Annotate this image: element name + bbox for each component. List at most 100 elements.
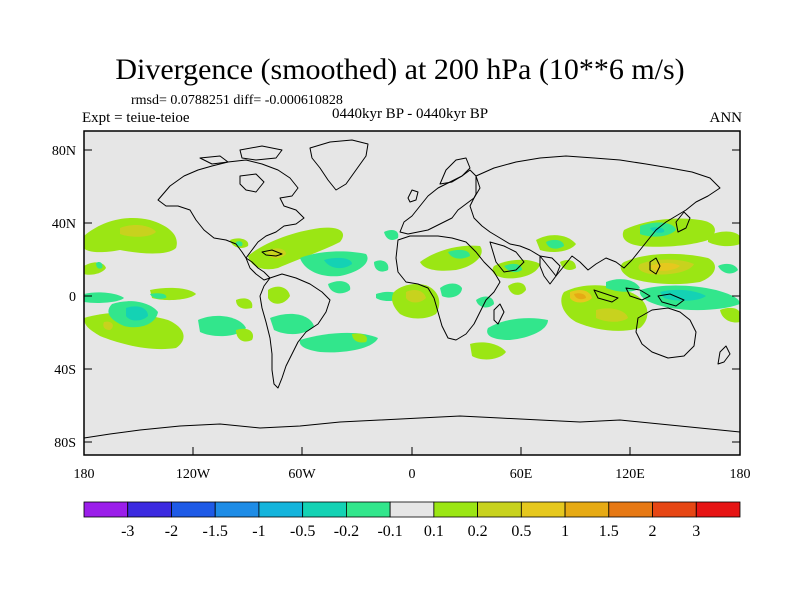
lon-label-120e: 120E: [615, 467, 645, 482]
anomaly-region: [236, 241, 243, 247]
lon-label-60e: 60E: [510, 467, 533, 482]
colorbar-swatch: [695, 501, 741, 518]
anomaly-region: [150, 293, 167, 299]
lon-label-0: 0: [409, 467, 416, 482]
australia-outline: [635, 307, 697, 359]
colorbar-label: 0.5: [511, 523, 531, 540]
anomaly-region: [718, 263, 738, 274]
greenland-outline: [309, 139, 369, 191]
experiment-label: Expt = teiue-teioe: [82, 110, 190, 126]
anomaly-region: [560, 260, 576, 270]
anomaly-region: [660, 289, 706, 301]
colorbar-swatch: [258, 501, 304, 518]
anomaly-region: [508, 282, 526, 295]
anomaly-region: [328, 281, 351, 294]
colorbar: -3 -2 -1.5 -1 -0.5 -0.2 -0.1 0.1 0.2 0.5 1 1.5 2 3: [83, 501, 741, 540]
colorbar-label: -1.5: [203, 523, 228, 540]
africa-outline: [395, 235, 501, 341]
colorbar-swatch: [389, 501, 435, 518]
anomaly-region: [448, 249, 470, 259]
anomaly-region: [487, 318, 548, 340]
divergence-field: [84, 217, 740, 360]
anomaly-region: [268, 286, 290, 304]
lat-label-80s: 80S: [54, 436, 76, 451]
period-label: 0440kyr BP - 0440kyr BP: [331, 106, 489, 122]
anomaly-region: [198, 315, 246, 337]
lat-label-40n: 40N: [52, 217, 76, 232]
colorbar-label: 1.5: [599, 523, 619, 540]
colorbar-label: 0.1: [424, 523, 444, 540]
colorbar-swatch: [302, 501, 347, 518]
colorbar-label: -0.5: [290, 523, 315, 540]
colorbar-swatch: [652, 501, 697, 518]
europe-outline: [399, 169, 481, 235]
antarctica-outline: [84, 415, 740, 439]
japan-outline: [675, 211, 691, 233]
colorbar-swatch: [214, 501, 260, 518]
scandinavia-outline: [439, 157, 471, 185]
anomaly-region: [504, 263, 522, 273]
colorbar-swatch: [477, 501, 522, 518]
anomaly-region: [270, 313, 314, 335]
colorbar-label: -3: [121, 523, 134, 540]
rmsd-diff-stats: rmsd= 0.0788251 diff= -0.000610828: [131, 93, 343, 108]
plot-title: Divergence (smoothed) at 200 hPa (10**6 …: [115, 53, 685, 86]
lat-label-0: 0: [69, 290, 76, 305]
colorbar-label: -2: [165, 523, 178, 540]
colorbar-swatch: [564, 501, 610, 518]
hudson-bay-outline: [239, 173, 265, 193]
colorbar-swatch: [345, 501, 391, 518]
anomaly-region: [384, 230, 399, 240]
colorbar-label: -0.2: [334, 523, 359, 540]
colorbar-label: 0.2: [468, 523, 488, 540]
colorbar-swatch: [83, 501, 129, 518]
colorbar-swatch: [433, 501, 478, 518]
colorbar-swatch: [520, 501, 566, 518]
anomaly-region: [406, 290, 426, 303]
lon-label-60w: 60W: [288, 467, 316, 482]
anomaly-region: [103, 321, 113, 330]
anomaly-region: [126, 306, 148, 321]
anomaly-region: [96, 261, 103, 269]
anomaly-region: [546, 239, 564, 249]
arctic-islands-outline: [199, 145, 283, 165]
lat-tick-marks: [84, 149, 740, 443]
anomaly-region: [650, 263, 680, 271]
colorbar-swatch: [608, 501, 653, 518]
asia-outline: [469, 155, 721, 277]
india-outline: [539, 255, 561, 285]
colorbar-swatch: [127, 501, 172, 518]
lon-label-120w: 120W: [176, 467, 211, 482]
anomaly-region: [650, 227, 665, 233]
lat-label-80n: 80N: [52, 144, 76, 159]
lon-label-180e: 180: [730, 467, 751, 482]
uk-outline: [407, 189, 419, 203]
anomaly-region: [120, 225, 156, 237]
lat-label-40s: 40S: [54, 363, 76, 378]
anomaly-region: [596, 308, 628, 322]
madagascar-outline: [493, 303, 505, 325]
anomaly-region: [248, 227, 344, 270]
anomaly-region: [84, 292, 124, 303]
colorbar-label: 1: [561, 523, 569, 540]
anomaly-region: [324, 257, 352, 269]
arabia-outline: [489, 241, 525, 273]
colorbar-label: -0.1: [377, 523, 402, 540]
anomaly-region: [720, 307, 740, 323]
colorbar-swatch: [171, 501, 216, 518]
coastlines: [84, 139, 740, 439]
colorbar-label: 3: [692, 523, 700, 540]
south-america-outline: [259, 273, 331, 389]
anomaly-region: [374, 260, 389, 272]
colorbar-label: -1: [252, 523, 265, 540]
anomaly-region: [236, 328, 254, 342]
anomaly-region: [708, 231, 740, 247]
anomaly-region: [440, 283, 462, 298]
cuba-outline: [261, 249, 283, 257]
new-zealand-outline: [717, 345, 731, 365]
anomaly-region: [236, 298, 253, 309]
season-label: ANN: [709, 110, 743, 126]
colorbar-label: 2: [649, 523, 657, 540]
north-america-outline: [157, 159, 305, 259]
